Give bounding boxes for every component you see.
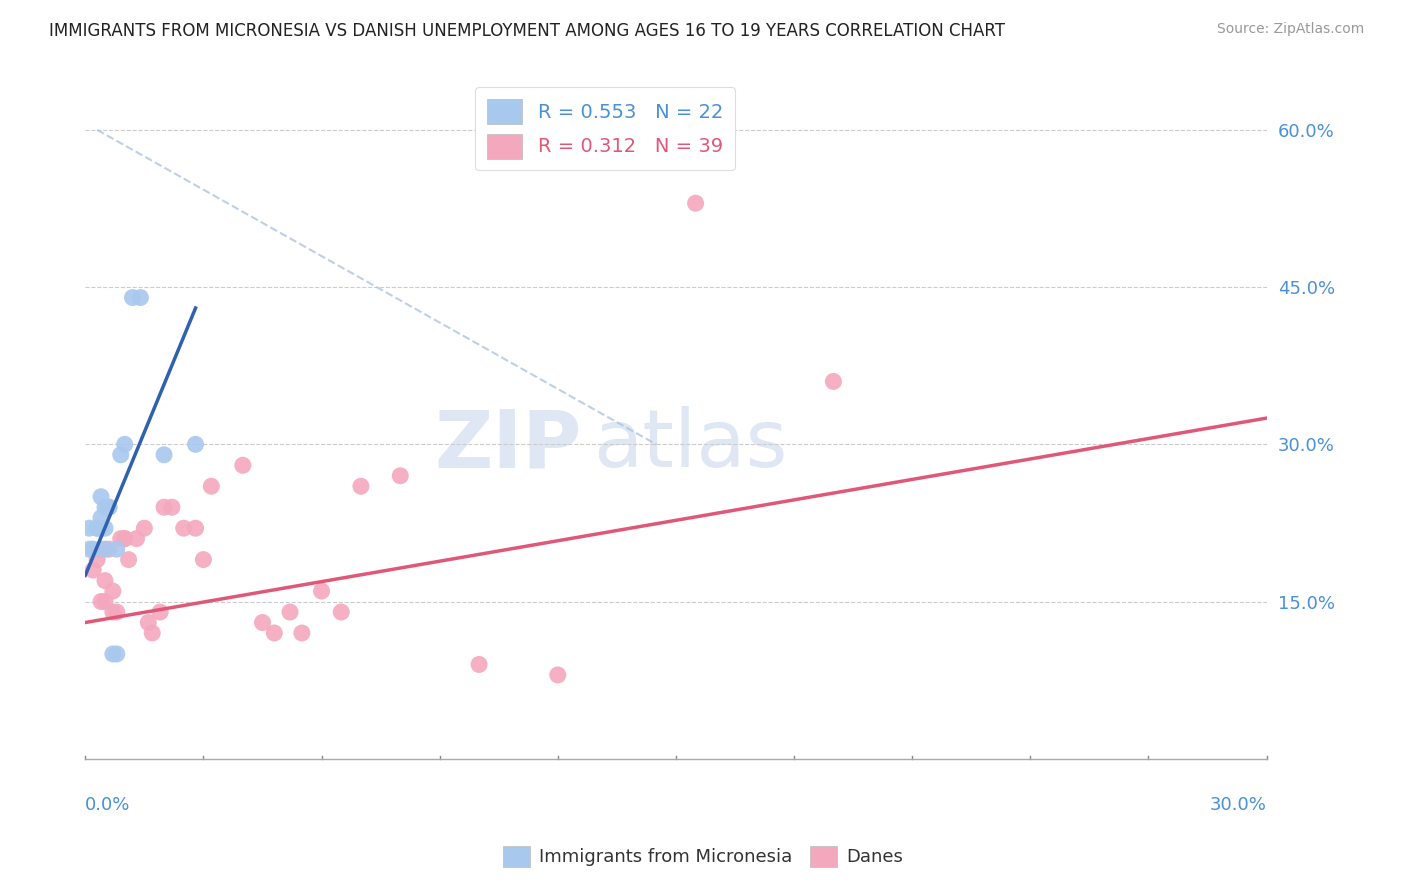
- Point: [90, 594, 112, 608]
- Point: [97, 542, 120, 557]
- Point: [86, 521, 108, 535]
- Point: [149, 605, 172, 619]
- Point: [114, 437, 136, 451]
- Point: [193, 552, 215, 566]
- Point: [77, 521, 100, 535]
- Point: [645, 102, 668, 116]
- Point: [94, 542, 117, 557]
- Text: 0.0%: 0.0%: [86, 797, 131, 814]
- Point: [90, 542, 112, 557]
- Point: [468, 657, 491, 672]
- Point: [110, 532, 132, 546]
- Point: [114, 532, 136, 546]
- Point: [86, 521, 108, 535]
- Point: [350, 479, 373, 493]
- Point: [105, 647, 128, 661]
- Point: [121, 291, 143, 305]
- Point: [105, 605, 128, 619]
- Point: [330, 605, 353, 619]
- Point: [117, 552, 139, 566]
- Point: [153, 448, 176, 462]
- Point: [685, 196, 707, 211]
- Point: [125, 532, 148, 546]
- Point: [252, 615, 274, 630]
- Point: [389, 468, 412, 483]
- Text: 30.0%: 30.0%: [1209, 797, 1267, 814]
- Point: [97, 500, 120, 515]
- Point: [184, 437, 207, 451]
- Point: [90, 521, 112, 535]
- Point: [110, 448, 132, 462]
- Text: ZIP: ZIP: [434, 407, 582, 484]
- Point: [101, 605, 124, 619]
- Text: atlas: atlas: [593, 407, 787, 484]
- Point: [77, 542, 100, 557]
- Point: [184, 521, 207, 535]
- Point: [94, 521, 117, 535]
- Point: [160, 500, 183, 515]
- Point: [90, 490, 112, 504]
- Point: [101, 584, 124, 599]
- Point: [823, 375, 845, 389]
- Point: [86, 552, 108, 566]
- Point: [129, 291, 152, 305]
- Point: [311, 584, 333, 599]
- Legend: R = 0.553   N = 22, R = 0.312   N = 39: R = 0.553 N = 22, R = 0.312 N = 39: [475, 87, 735, 170]
- Point: [232, 458, 254, 473]
- Point: [134, 521, 156, 535]
- Point: [101, 647, 124, 661]
- Point: [90, 510, 112, 524]
- Point: [82, 563, 104, 577]
- Text: Source: ZipAtlas.com: Source: ZipAtlas.com: [1216, 22, 1364, 37]
- Text: IMMIGRANTS FROM MICRONESIA VS DANISH UNEMPLOYMENT AMONG AGES 16 TO 19 YEARS CORR: IMMIGRANTS FROM MICRONESIA VS DANISH UNE…: [49, 22, 1005, 40]
- Point: [173, 521, 195, 535]
- Point: [94, 594, 117, 608]
- Point: [94, 500, 117, 515]
- Point: [97, 500, 120, 515]
- Point: [94, 574, 117, 588]
- Point: [141, 626, 163, 640]
- Point: [263, 626, 285, 640]
- Point: [136, 615, 159, 630]
- Point: [547, 668, 569, 682]
- Point: [114, 532, 136, 546]
- Point: [82, 542, 104, 557]
- Legend: Immigrants from Micronesia, Danes: Immigrants from Micronesia, Danes: [495, 838, 911, 874]
- Point: [200, 479, 222, 493]
- Point: [153, 500, 176, 515]
- Point: [278, 605, 301, 619]
- Point: [291, 626, 314, 640]
- Point: [105, 542, 128, 557]
